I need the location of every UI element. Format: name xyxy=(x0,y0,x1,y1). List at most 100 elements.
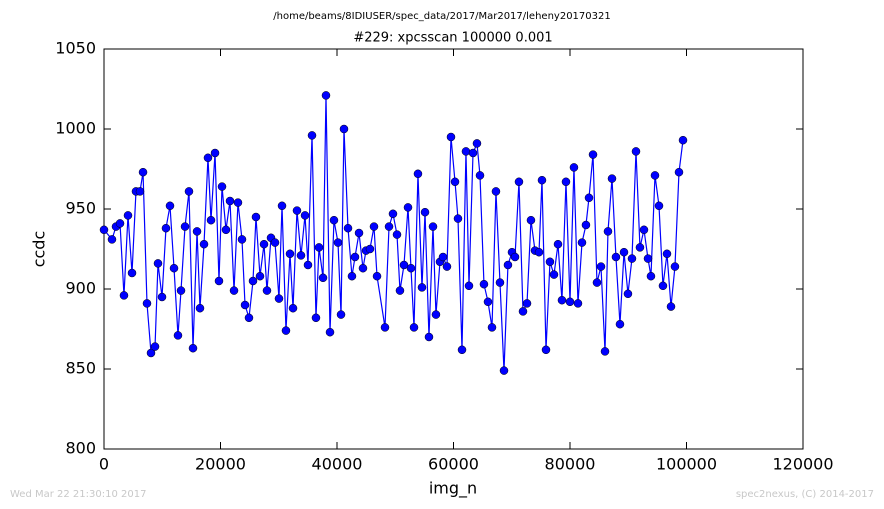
point xyxy=(592,278,602,287)
point xyxy=(142,299,152,308)
point xyxy=(495,278,505,287)
y-tick-label: 1000 xyxy=(55,119,96,138)
point xyxy=(518,307,528,316)
point xyxy=(281,326,291,335)
x-axis-label: img_n xyxy=(429,479,477,499)
point xyxy=(214,276,224,286)
point xyxy=(188,343,198,353)
point xyxy=(347,271,357,281)
point xyxy=(277,201,287,211)
y-tick-label: 900 xyxy=(65,279,96,298)
point xyxy=(658,281,668,291)
point xyxy=(365,244,375,254)
point xyxy=(384,222,394,231)
point xyxy=(119,291,129,300)
point xyxy=(631,147,641,156)
point xyxy=(472,139,482,148)
point xyxy=(358,263,368,273)
point xyxy=(537,175,547,185)
point xyxy=(314,243,324,252)
y-tick-label: 1050 xyxy=(55,39,96,58)
point xyxy=(237,235,247,244)
point xyxy=(569,163,579,172)
point xyxy=(138,167,148,177)
point xyxy=(165,201,175,211)
x-tick-label: 0 xyxy=(99,455,109,474)
point xyxy=(588,150,598,159)
point xyxy=(146,348,156,358)
suptitle: /home/beams/8IDIUSER/spec_data/2017/Mar2… xyxy=(273,11,610,22)
point xyxy=(157,292,167,302)
point xyxy=(217,182,227,191)
point xyxy=(670,262,680,271)
point xyxy=(199,239,209,249)
point xyxy=(225,196,235,206)
point xyxy=(251,212,261,222)
y-tick-label: 950 xyxy=(65,199,96,218)
point xyxy=(438,252,448,262)
point xyxy=(557,295,567,305)
point xyxy=(475,171,485,180)
point xyxy=(619,247,629,257)
point xyxy=(333,238,343,247)
point xyxy=(553,239,563,249)
point xyxy=(99,225,109,235)
x-tick-label: 100000 xyxy=(656,455,717,474)
point xyxy=(123,211,133,220)
point xyxy=(468,148,478,158)
point xyxy=(406,263,416,273)
point xyxy=(127,268,137,278)
point xyxy=(561,177,571,187)
point xyxy=(150,342,160,351)
point xyxy=(169,263,179,273)
point xyxy=(514,177,524,187)
point xyxy=(483,297,493,307)
point xyxy=(180,222,190,231)
x-tick-label: 20000 xyxy=(195,455,246,474)
x-tick-label: 120000 xyxy=(772,455,833,474)
point xyxy=(584,193,594,203)
point xyxy=(255,271,265,281)
point xyxy=(388,209,398,219)
point xyxy=(526,215,536,225)
footer-left: Wed Mar 22 21:30:10 2017 xyxy=(10,489,146,500)
point xyxy=(233,198,243,207)
plot-frame xyxy=(103,48,804,450)
point xyxy=(372,271,382,281)
point xyxy=(487,323,497,332)
point xyxy=(307,131,317,140)
point xyxy=(244,313,254,323)
point xyxy=(318,273,328,283)
point xyxy=(461,147,471,156)
point xyxy=(600,347,610,356)
point xyxy=(135,187,145,196)
point xyxy=(577,238,587,247)
point xyxy=(442,262,452,271)
point xyxy=(522,299,532,308)
point xyxy=(581,220,591,230)
point xyxy=(662,249,672,259)
point xyxy=(153,259,163,268)
point xyxy=(288,303,298,313)
point xyxy=(479,279,489,289)
point xyxy=(354,228,364,238)
point xyxy=(541,345,551,355)
point xyxy=(499,366,509,375)
y-tick-label: 850 xyxy=(65,359,96,378)
x-tick-label: 80000 xyxy=(545,455,596,474)
point xyxy=(259,239,269,249)
point xyxy=(229,286,239,295)
point xyxy=(203,153,213,163)
point xyxy=(321,91,331,100)
y-tick-label: 800 xyxy=(65,439,96,458)
point xyxy=(192,227,202,236)
point xyxy=(329,215,339,225)
point xyxy=(395,286,405,295)
point xyxy=(296,251,306,260)
point xyxy=(674,167,684,177)
point xyxy=(639,225,649,235)
point xyxy=(115,219,125,228)
point xyxy=(161,223,171,233)
